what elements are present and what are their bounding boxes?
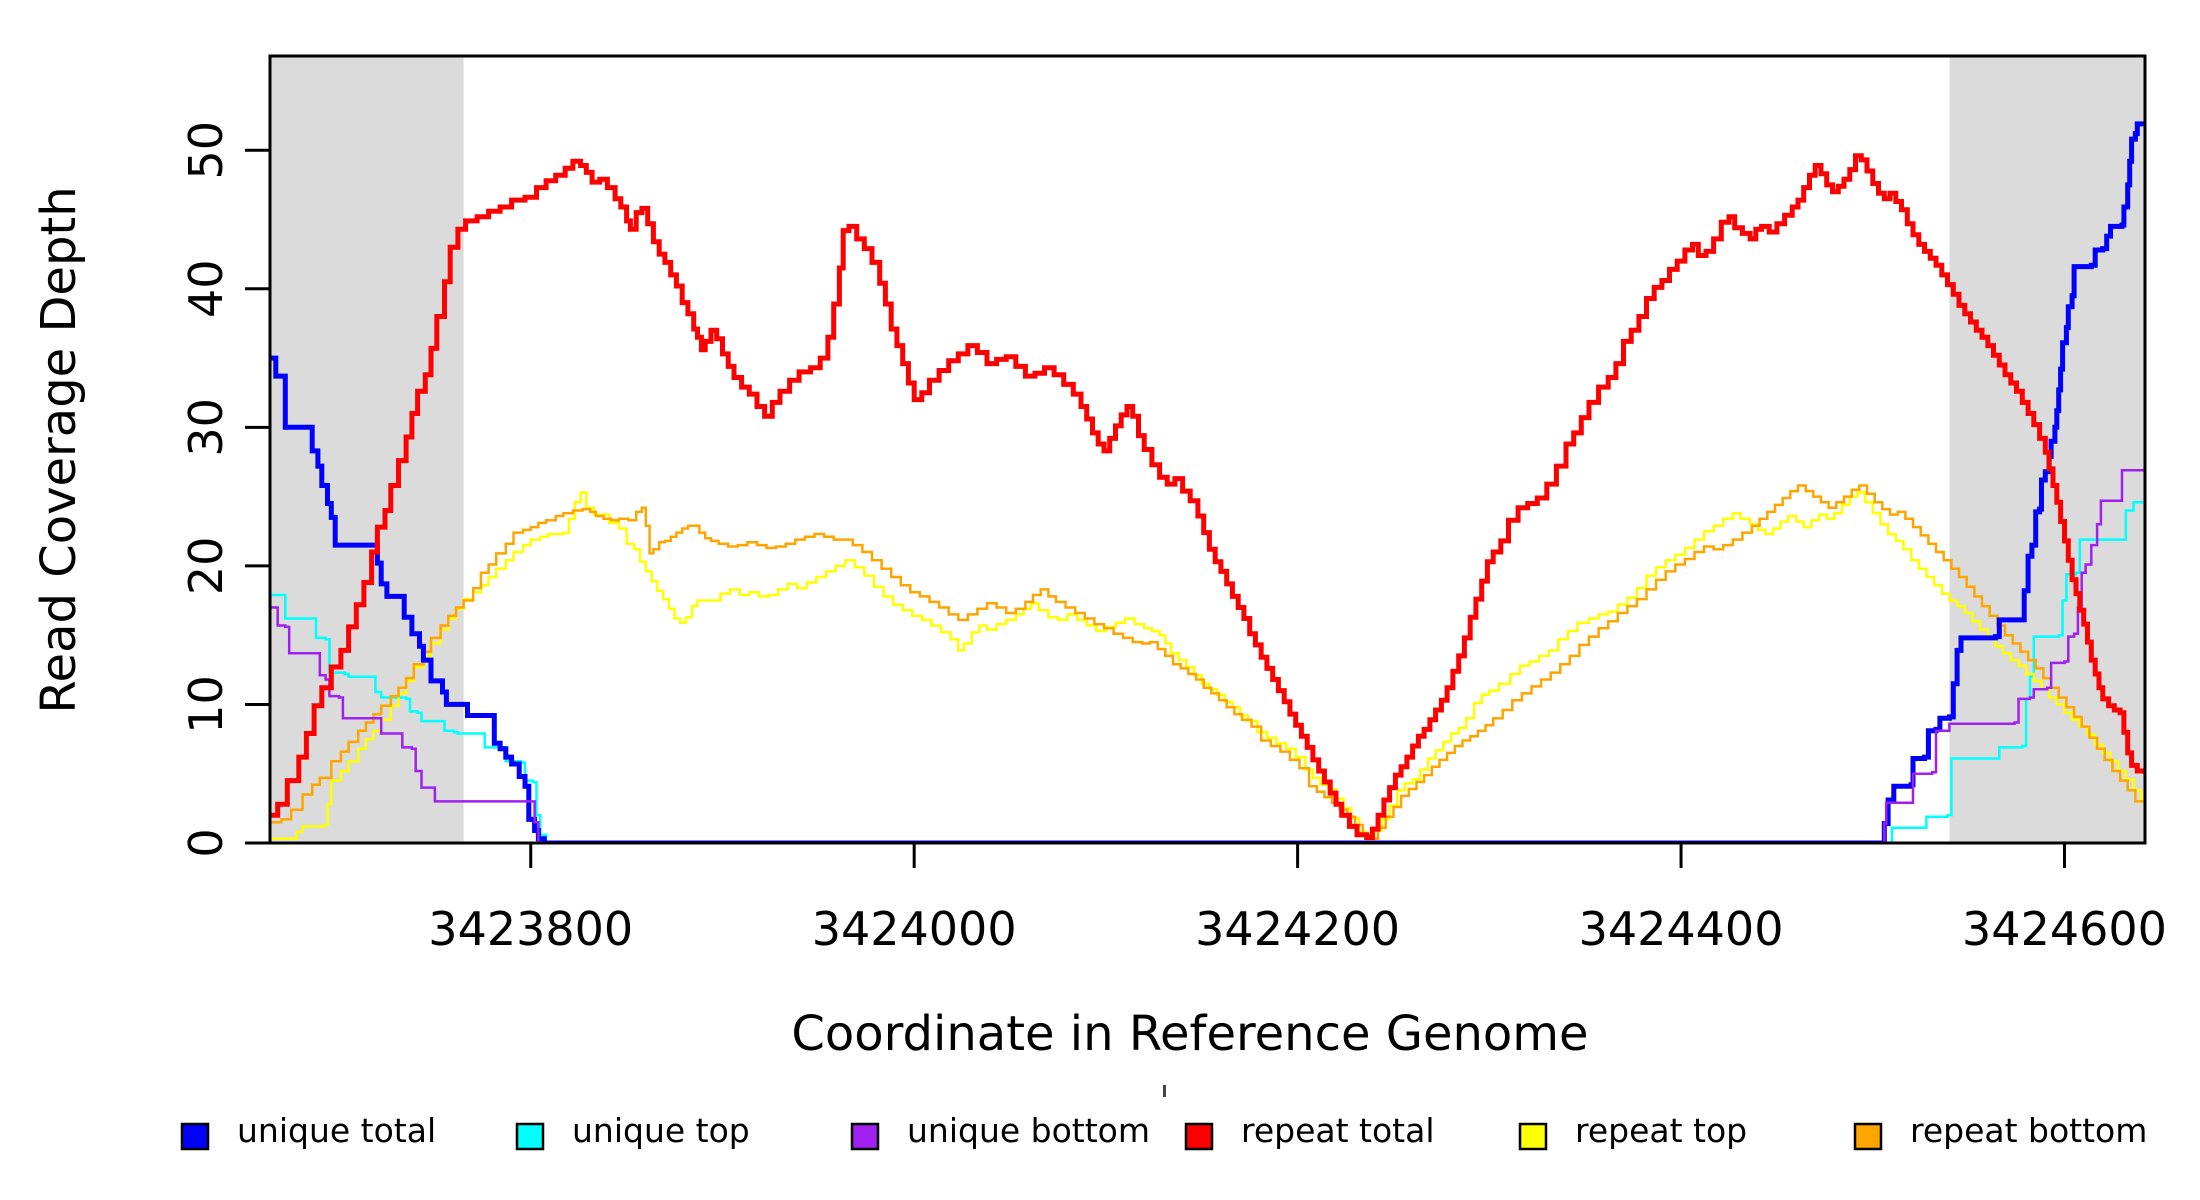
series-line-unique-top bbox=[270, 500, 2145, 843]
y-tick-label: 40 bbox=[179, 260, 233, 319]
y-axis-title: Read Coverage Depth bbox=[31, 186, 87, 713]
shaded-region-left bbox=[270, 56, 464, 843]
x-axis: 3423800 3424000 3424200 3424400 3424600 bbox=[428, 843, 2167, 956]
series-line-unique-total bbox=[270, 121, 2145, 843]
plot-border-box bbox=[268, 54, 2147, 845]
legend-label: repeat bottom bbox=[1910, 1111, 2147, 1150]
legend-swatch-unique-bottom-icon bbox=[850, 1122, 880, 1151]
series-lines bbox=[270, 121, 2145, 843]
y-axis: 0 10 20 30 40 50 bbox=[179, 121, 270, 858]
stray-mark bbox=[1163, 1085, 1166, 1097]
x-tick-label: 3424200 bbox=[1195, 902, 1400, 956]
legend-swatch-repeat-top-icon bbox=[1518, 1122, 1548, 1151]
legend-label: unique bottom bbox=[907, 1111, 1150, 1150]
legend-item-unique-total: unique total bbox=[180, 1111, 436, 1151]
series-line-repeat-bottom bbox=[270, 484, 2145, 841]
legend-item-repeat-total: repeat total bbox=[1184, 1111, 1435, 1151]
legend-label: repeat total bbox=[1241, 1111, 1435, 1150]
x-tick-label: 3424000 bbox=[812, 902, 1017, 956]
y-tick-label: 20 bbox=[179, 537, 233, 596]
legend-item-repeat-top: repeat top bbox=[1518, 1111, 1747, 1151]
series-line-unique-bottom bbox=[270, 468, 2145, 843]
legend-swatch-repeat-total-icon bbox=[1184, 1122, 1214, 1151]
y-tick-label: 10 bbox=[179, 675, 233, 734]
y-tick-label: 30 bbox=[179, 398, 233, 457]
legend-label: repeat top bbox=[1575, 1111, 1747, 1150]
legend-label: unique top bbox=[572, 1111, 750, 1150]
x-axis-title: Coordinate in Reference Genome bbox=[791, 1006, 1588, 1062]
legend-swatch-unique-total-icon bbox=[180, 1122, 210, 1151]
series-line-repeat-total bbox=[270, 153, 2145, 840]
legend: unique total unique top unique bottom repea… bbox=[180, 1111, 2147, 1151]
shaded-regions bbox=[270, 56, 2145, 843]
y-tick-label: 50 bbox=[179, 121, 233, 180]
legend-item-unique-top: unique top bbox=[515, 1111, 750, 1151]
x-tick-label: 3424600 bbox=[1962, 902, 2167, 956]
x-tick-label: 3424400 bbox=[1579, 902, 1784, 956]
legend-item-repeat-bottom: repeat bottom bbox=[1853, 1111, 2147, 1151]
legend-item-unique-bottom: unique bottom bbox=[850, 1111, 1150, 1151]
legend-swatch-unique-top-icon bbox=[515, 1122, 545, 1151]
y-tick-label: 0 bbox=[179, 828, 233, 857]
legend-label: unique total bbox=[237, 1111, 436, 1150]
legend-swatch-repeat-bottom-icon bbox=[1853, 1122, 1883, 1151]
x-tick-label: 3423800 bbox=[428, 902, 633, 956]
